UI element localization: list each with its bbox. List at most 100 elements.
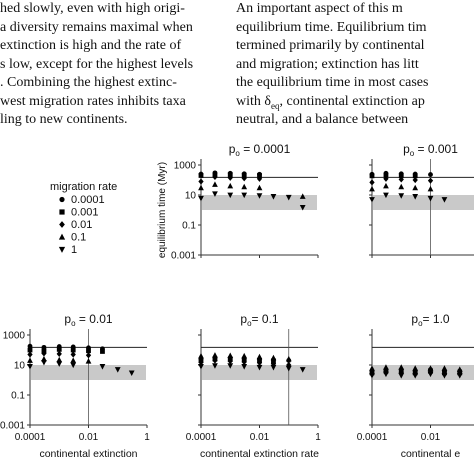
data-point-triangle-up <box>369 365 375 371</box>
data-point-triangle-down <box>198 195 204 202</box>
data-point-diamond <box>85 352 92 359</box>
y-tick-label: 0.1 <box>182 221 196 232</box>
x-tick-label: 0.01 <box>79 432 99 443</box>
data-point-triangle-down <box>441 373 448 379</box>
data-point-diamond <box>398 369 404 376</box>
data-point-triangle-up <box>427 365 434 371</box>
panel-title-p: p <box>403 142 410 156</box>
panel-title-sub: o <box>247 319 252 328</box>
text-line: the equilibrium time in most cases <box>236 75 429 90</box>
panel-title: po= 0.1 <box>240 312 278 328</box>
data-point-square <box>383 172 389 178</box>
text-line: extinction is high and the rate of <box>0 38 182 53</box>
data-point-triangle-up <box>441 365 448 371</box>
data-point-triangle-up <box>427 185 434 192</box>
data-point-circle <box>27 343 33 349</box>
data-point-diamond <box>70 351 76 358</box>
data-point-diamond <box>256 359 263 366</box>
text-line: s low, except for the highest levels <box>0 56 194 72</box>
equilibrium-band <box>373 365 474 380</box>
data-point-square <box>257 173 262 178</box>
data-point-square <box>369 173 375 179</box>
data-point-square <box>86 348 91 354</box>
data-point-triangle-up <box>256 353 263 360</box>
data-point-triangle-down <box>369 373 375 379</box>
y-tick-label: 0.001 <box>0 421 25 432</box>
text-line: neutral, and a balance between <box>236 112 409 127</box>
data-point-triangle-down <box>299 204 306 211</box>
chart-panel: 0.0001 0.01 1 po= 0.1 continental extinction… <box>186 312 322 460</box>
data-point-square <box>27 347 33 353</box>
data-point-triangle-up <box>227 182 234 189</box>
data-point-triangle-down <box>128 370 135 376</box>
data-point-diamond <box>27 351 33 358</box>
data-point-triangle-down <box>212 363 218 369</box>
data-point-triangle-down <box>427 195 434 202</box>
data-point-triangle-up <box>27 357 33 363</box>
y-tick-label: 1000 <box>3 331 26 342</box>
data-point-triangle-down <box>256 364 263 371</box>
data-point-triangle-down <box>41 359 47 366</box>
data-point-diamond <box>256 175 263 182</box>
panel-title: po = 0.001 <box>403 142 458 158</box>
text-line: equilibrium time. Equilibrium tim <box>236 19 427 35</box>
data-point-triangle-down <box>383 371 389 378</box>
data-point-diamond <box>398 176 404 183</box>
data-point-triangle-up <box>198 352 204 359</box>
data-point-triangle-down <box>227 192 234 199</box>
data-point-triangle-down <box>412 194 419 200</box>
panel-title-sub: o <box>235 149 240 158</box>
data-point-diamond <box>369 179 375 186</box>
data-point-triangle-up <box>270 354 277 361</box>
data-point-triangle-up <box>456 366 463 372</box>
data-point-square <box>100 349 105 354</box>
data-point-diamond <box>383 175 389 182</box>
data-point-triangle-up <box>212 352 218 358</box>
body-text-right-column: An important aspect of this m equilibriu… <box>236 0 428 130</box>
text-line: and migration; extinction has litt <box>236 56 419 72</box>
delta-eq-subscript: eq <box>271 100 280 111</box>
text-line: . Combining the highest extinc- <box>0 75 177 90</box>
panel-title-p: p <box>229 142 236 156</box>
data-point-triangle-up <box>198 184 204 191</box>
data-point-triangle-down <box>299 367 306 373</box>
x-tick-label: 1 <box>144 432 150 443</box>
data-point-square <box>241 172 247 178</box>
data-point-diamond <box>41 350 47 357</box>
data-point-triangle-up <box>85 358 92 364</box>
data-point-triangle-up <box>241 352 248 359</box>
legend-label: 0.0001 <box>71 194 105 206</box>
data-point-triangle-down <box>27 364 33 370</box>
data-point-triangle-up <box>241 183 248 190</box>
x-axis-label: continental extinction <box>39 448 137 460</box>
panel-title-p: p <box>64 312 71 326</box>
data-point-triangle-down <box>383 192 389 199</box>
legend-label: 0.1 <box>71 232 86 244</box>
panel-title: po = 0.01 <box>64 312 112 328</box>
x-tick-label: 0.01 <box>250 432 270 443</box>
y-tick-label: 1000 <box>174 161 197 172</box>
chart-panel: 0.0001 0.01 po= 1.0 continental e <box>357 312 474 460</box>
data-point-diamond <box>56 350 62 358</box>
data-point-triangle-down <box>256 193 263 199</box>
data-point-triangle-down <box>398 193 405 199</box>
data-point-triangle-down <box>70 362 77 369</box>
data-point-triangle-down <box>270 364 277 371</box>
text-line: ling to new continents. <box>0 112 128 127</box>
panel-title: po= 1.0 <box>411 312 449 328</box>
x-tick-label: 0.0001 <box>357 432 388 443</box>
data-point-triangle-down <box>198 364 204 370</box>
data-point-triangle-up <box>285 355 292 362</box>
chart-panel: 1000 10 0.1 0.001 po = 0.0001 equilibrium tim… <box>157 142 319 262</box>
legend-label: 0.001 <box>71 207 99 219</box>
legend-marker-triangle-down <box>58 246 66 253</box>
legend-title: migration rate <box>50 181 117 193</box>
data-point-triangle-down <box>241 192 248 199</box>
panel-title-p: p <box>411 312 418 326</box>
data-point-triangle-down <box>285 365 292 372</box>
data-point-triangle-up <box>398 364 405 370</box>
legend-marker-circle <box>59 196 65 203</box>
data-point-triangle-up <box>398 183 405 190</box>
